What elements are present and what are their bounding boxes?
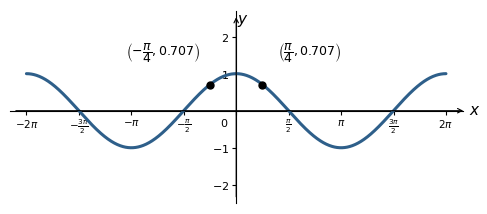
Text: $y$: $y$ — [237, 13, 249, 28]
Text: $0$: $0$ — [220, 117, 228, 129]
Text: $x$: $x$ — [469, 103, 481, 118]
Text: $\left(\dfrac{\pi}{4}, 0.707\right)$: $\left(\dfrac{\pi}{4}, 0.707\right)$ — [278, 41, 341, 65]
Text: $\left(-\dfrac{\pi}{4}, 0.707\right)$: $\left(-\dfrac{\pi}{4}, 0.707\right)$ — [126, 41, 200, 65]
